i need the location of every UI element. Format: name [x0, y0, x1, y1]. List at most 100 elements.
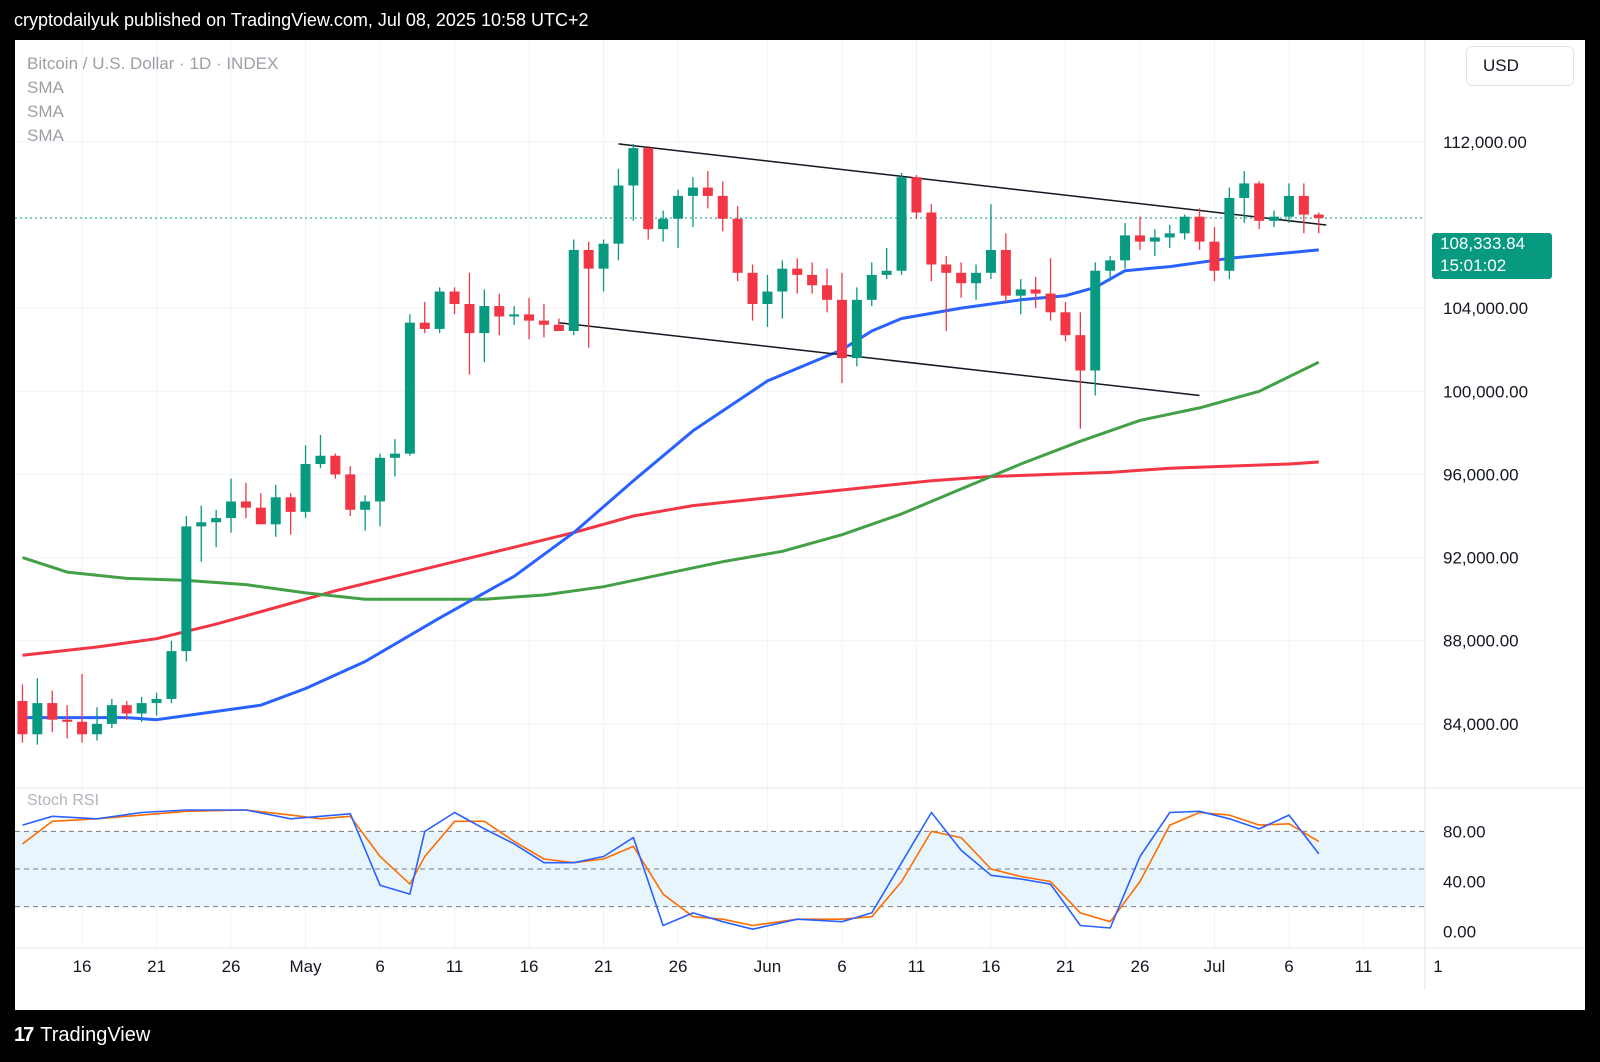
publish-info: cryptodailyuk published on TradingView.c… — [14, 10, 589, 30]
candle-body — [1105, 260, 1116, 271]
candle-body — [762, 291, 773, 304]
x-tick-label: 16 — [73, 957, 92, 976]
stoch-rsi-label: Stoch RSI — [27, 792, 99, 809]
candle-body — [166, 651, 177, 699]
x-tick-label: 21 — [1056, 957, 1075, 976]
candle-body — [375, 457, 386, 502]
candle-body — [270, 497, 281, 525]
candle-body — [583, 249, 594, 269]
candle-body — [77, 721, 88, 735]
stoch-band — [15, 830, 1425, 908]
candle-body — [1045, 293, 1056, 313]
candle-body — [17, 701, 28, 735]
x-tick-label: 6 — [375, 957, 384, 976]
candle-body — [121, 705, 132, 714]
candle-body — [240, 501, 251, 508]
x-tick-label: Jun — [754, 957, 781, 976]
candle-body — [1134, 235, 1145, 242]
x-tick-label: 11 — [908, 957, 926, 976]
sma-legend-3[interactable]: SMA — [27, 126, 64, 145]
channel-trend-line — [558, 321, 1200, 397]
candle-body — [732, 218, 743, 273]
price-tick-label: 92,000.00 — [1443, 549, 1519, 568]
candle-body — [896, 177, 907, 271]
candle-body — [941, 264, 952, 273]
tradingview-logo[interactable]: 17 TradingView — [14, 1024, 150, 1047]
candle-body — [956, 272, 967, 284]
candle-body — [434, 291, 445, 329]
candle-body — [255, 507, 266, 525]
price-tick-label: 88,000.00 — [1443, 632, 1519, 651]
candle-body — [419, 322, 430, 329]
candle-body — [32, 703, 43, 735]
candle-body — [822, 285, 833, 300]
candle-body — [807, 274, 818, 286]
candle-body — [643, 148, 654, 230]
candle-body — [181, 526, 192, 652]
candle-body — [881, 270, 892, 275]
candle-body — [285, 497, 296, 512]
candle-body — [1060, 312, 1071, 336]
candle-body — [136, 703, 147, 714]
candle-body — [1179, 216, 1190, 234]
candle-body — [1030, 289, 1041, 294]
last-price-value: 108,333.84 — [1440, 234, 1526, 253]
currency-label: USD — [1483, 56, 1519, 75]
candle-body — [792, 268, 803, 275]
candle-body — [747, 272, 758, 304]
sma-legend-2[interactable]: SMA — [27, 102, 64, 121]
candles — [17, 143, 1324, 745]
stoch-tick-label: 80.00 — [1443, 822, 1486, 841]
candle-body — [106, 705, 117, 724]
candle-body — [1090, 270, 1101, 371]
currency-button[interactable]: USD — [1466, 46, 1574, 86]
candle-body — [717, 195, 728, 219]
x-tick-label: 26 — [222, 957, 241, 976]
candle-body — [1075, 335, 1086, 371]
candle-body — [47, 703, 58, 720]
candle-body — [851, 299, 862, 359]
sma-slow-line — [22, 460, 1319, 657]
candle-body — [538, 320, 549, 325]
x-tick-label: 1 — [1433, 957, 1442, 976]
price-tick-label: 112,000.00 — [1443, 133, 1527, 152]
chart-canvas[interactable]: 16 21 26 May 6 11 16 21 26 Jun 6 11 16 21 26 Jul 6 11 1112… — [15, 40, 1585, 1010]
price-tick-label: 96,000.00 — [1443, 465, 1519, 484]
candle-body — [673, 195, 684, 219]
candle-body — [464, 303, 475, 334]
bar-countdown: 15:01:02 — [1440, 256, 1507, 275]
candle-body — [926, 212, 937, 265]
candle-body — [658, 218, 669, 230]
candle-body — [836, 299, 847, 359]
candle-body — [553, 324, 564, 332]
x-tick-label: 6 — [1284, 957, 1293, 976]
last-price-tag: 108,333.84 15:01:02 — [1432, 233, 1552, 279]
candle-body — [985, 249, 996, 273]
candle-body — [911, 177, 922, 213]
axis-labels: 16 21 26 May 6 11 16 21 26 Jun 6 11 16 21 26 Jul 6 11 1112… — [27, 133, 1528, 976]
chart-legend: Bitcoin / U.S. Dollar · 1D · INDEX SMA S… — [27, 52, 278, 148]
stoch-rsi-lines — [22, 809, 1320, 931]
candle-body — [62, 719, 73, 722]
x-tick-label: 16 — [981, 957, 1000, 976]
x-tick-label: 16 — [520, 957, 539, 976]
candle-body — [568, 249, 579, 332]
sma-legend-1[interactable]: SMA — [27, 78, 64, 97]
sma-lines — [22, 248, 1320, 722]
candle-body — [330, 455, 341, 475]
candle-body — [315, 455, 326, 465]
candle-body — [1254, 183, 1265, 221]
candle-body — [866, 274, 877, 300]
candle-body — [449, 291, 460, 304]
price-tick-label: 100,000.00 — [1443, 382, 1528, 401]
footer-bar: 17 TradingView — [0, 1010, 1600, 1062]
candle-body — [300, 464, 311, 512]
candle-body — [196, 522, 207, 527]
candle-body — [1149, 237, 1160, 242]
chart-panel[interactable]: 16 21 26 May 6 11 16 21 26 Jun 6 11 16 21 26 Jul 6 11 1 112… — [15, 40, 1585, 1010]
candle-body — [1313, 214, 1324, 219]
x-tick-label: 26 — [1130, 957, 1149, 976]
candle-body — [524, 314, 535, 321]
candle-body — [404, 322, 415, 454]
candle-body — [971, 272, 982, 284]
